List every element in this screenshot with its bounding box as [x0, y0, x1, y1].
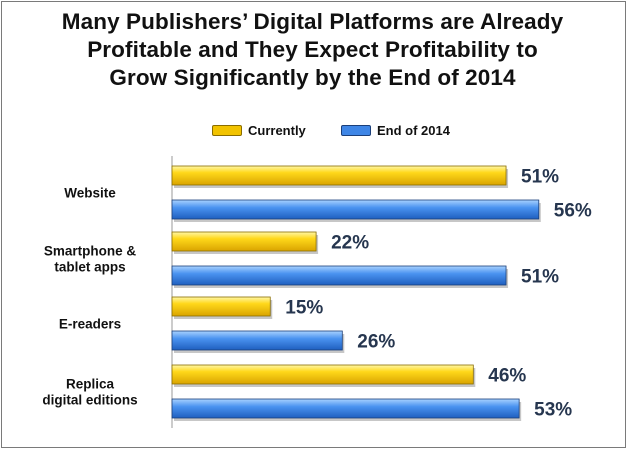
- bar-end-of-2014-e-readers: [171, 330, 343, 351]
- value-label: 56%: [554, 201, 592, 222]
- bar-end-of-2014-replica-digital-editions: [171, 398, 520, 419]
- legend-label-end-of-2014: End of 2014: [377, 122, 450, 138]
- category-label-replica-digital-editions: Replica digital editions: [42, 377, 137, 408]
- bar-currently-website: [171, 165, 507, 186]
- legend-swatch-end-of-2014: [341, 124, 371, 136]
- category-label-website: Website: [64, 186, 116, 201]
- value-label: 51%: [521, 167, 559, 188]
- chart-title: Many Publishers’ Digital Platforms are A…: [61, 9, 564, 90]
- bar-end-of-2014-website: [171, 199, 540, 220]
- value-label: 53%: [534, 400, 572, 421]
- legend-item-currently: Currently: [212, 121, 306, 139]
- category-label-smartphone-tablet-apps: Smartphone & tablet apps: [44, 244, 137, 275]
- value-label: 22%: [331, 233, 369, 254]
- bar-currently-replica-digital-editions: [171, 364, 474, 385]
- legend-item-end-of-2014: End of 2014: [341, 121, 450, 139]
- legend-swatch-currently: [212, 124, 242, 136]
- bar-currently-smartphone-tablet-apps: [171, 231, 317, 252]
- value-label: 46%: [488, 366, 526, 387]
- category-label-e-readers: E-readers: [59, 317, 121, 332]
- chart-legend: Currently End of 2014: [0, 121, 627, 139]
- value-label: 51%: [521, 267, 559, 288]
- legend-label-currently: Currently: [248, 122, 306, 138]
- bar-currently-e-readers: [171, 296, 271, 317]
- value-label: 15%: [285, 298, 323, 319]
- value-label: 26%: [357, 332, 395, 353]
- bar-end-of-2014-smartphone-tablet-apps: [171, 265, 507, 286]
